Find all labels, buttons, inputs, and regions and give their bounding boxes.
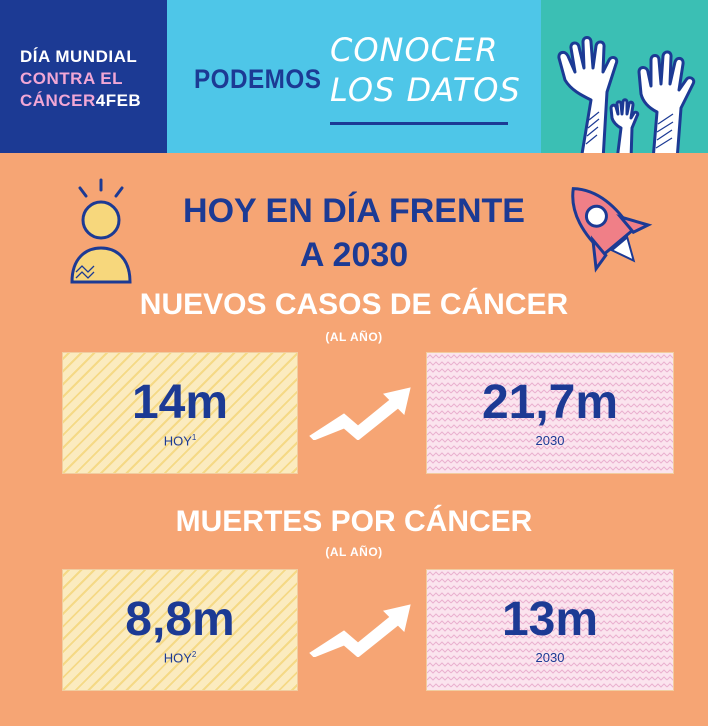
person-icon bbox=[70, 178, 132, 284]
slogan-script-line2: LOS DATOS bbox=[330, 71, 521, 109]
raised-hands-icon bbox=[557, 36, 696, 153]
rocket-icon bbox=[571, 187, 653, 273]
brand-panel: DÍA MUNDIAL CONTRA EL CÁNCER4FEB bbox=[0, 0, 167, 153]
section2-today-note: 2 bbox=[191, 650, 197, 659]
slogan-script: CONOCER LOS DATOS bbox=[330, 30, 521, 125]
brand-logo-text: DÍA MUNDIAL CONTRA EL CÁNCER4FEB bbox=[20, 46, 141, 112]
section1-future-value: 21,7m bbox=[481, 376, 619, 429]
section2-sub: (AL AÑO) bbox=[325, 545, 383, 559]
brand-line3: CÁNCER4FEB bbox=[20, 90, 141, 112]
rising-arrow-icon bbox=[309, 604, 411, 657]
slogan-podemos: PODEMOS bbox=[194, 64, 322, 94]
title-line1: HOY EN DÍA FRENTE bbox=[183, 192, 525, 230]
section2-future-box: 13m 2030 bbox=[426, 569, 674, 691]
section1-sub: (AL AÑO) bbox=[325, 330, 383, 344]
section1-future-box: 21,7m 2030 bbox=[426, 352, 674, 474]
section2-heading: MUERTES POR CÁNCER bbox=[175, 505, 533, 538]
slogan-underline bbox=[330, 122, 508, 125]
section2-today-value: 8,8m bbox=[125, 593, 235, 646]
hands-panel bbox=[541, 0, 708, 153]
section1-today-label: HOY1 bbox=[63, 433, 297, 448]
section1-today-note: 1 bbox=[191, 433, 197, 442]
section1-future-label: 2030 bbox=[535, 433, 565, 448]
section2-today-box: 8,8m HOY2 bbox=[62, 569, 298, 691]
section1-heading: NUEVOS CASOS DE CÁNCER bbox=[139, 288, 569, 321]
section2-today-label: HOY2 bbox=[63, 650, 297, 665]
title-line2: A 2030 bbox=[299, 236, 409, 274]
section1-today-label-text: HOY bbox=[163, 433, 192, 449]
section2-future-label: 2030 bbox=[535, 650, 565, 665]
rising-arrow-icon bbox=[309, 387, 411, 440]
section2-future-value: 13m bbox=[501, 593, 599, 646]
header-banner: DÍA MUNDIAL CONTRA EL CÁNCER4FEB PODEMOS… bbox=[0, 0, 708, 153]
brand-line3-b: 4FEB bbox=[95, 91, 142, 110]
section2-today-label-text: HOY bbox=[163, 650, 192, 666]
slogan-script-line1: CONOCER bbox=[330, 31, 499, 69]
section1-today-box: 14m HOY1 bbox=[62, 352, 298, 474]
brand-line1: DÍA MUNDIAL bbox=[20, 47, 138, 66]
brand-line2: CONTRA EL bbox=[20, 69, 124, 88]
slogan-panel bbox=[167, 0, 541, 153]
section1-today-value: 14m bbox=[131, 376, 229, 429]
brand-line3-a: CÁNCER bbox=[20, 91, 96, 110]
